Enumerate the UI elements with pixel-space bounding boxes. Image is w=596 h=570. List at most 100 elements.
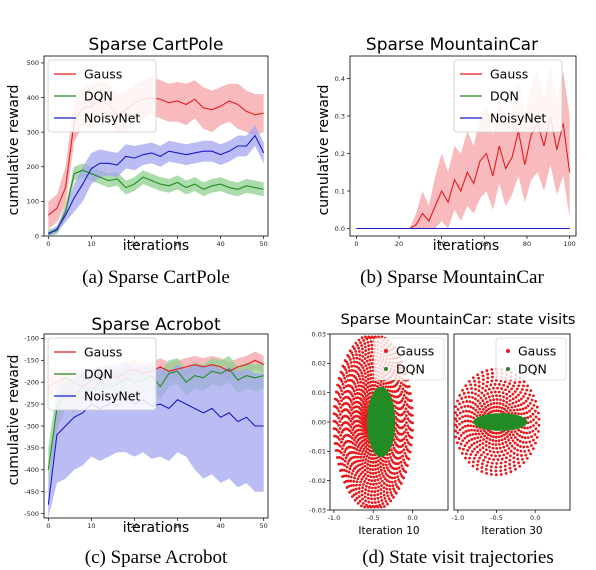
gauss-visit-point bbox=[501, 411, 505, 414]
gauss-visit-point bbox=[361, 366, 365, 370]
gauss-visit-point bbox=[340, 430, 344, 434]
gauss-visit-point bbox=[469, 419, 472, 423]
x-tick-label: 30 bbox=[173, 240, 181, 248]
gauss-visit-point bbox=[349, 479, 353, 483]
gauss-visit-point bbox=[406, 410, 410, 414]
gauss-visit-point bbox=[456, 399, 459, 403]
gauss-visit-point bbox=[532, 394, 535, 398]
gauss-visit-point bbox=[411, 428, 414, 432]
gauss-visit-point bbox=[514, 412, 517, 415]
gauss-visit-point bbox=[365, 454, 369, 458]
gauss-visit-point bbox=[494, 473, 498, 477]
gauss-visit-point bbox=[513, 381, 517, 385]
gauss-visit-point bbox=[363, 372, 367, 376]
gauss-visit-point bbox=[524, 441, 528, 444]
gauss-visit-point bbox=[481, 462, 484, 466]
gauss-visit-point bbox=[477, 432, 481, 436]
gauss-visit-point bbox=[401, 444, 405, 447]
gauss-visit-point bbox=[393, 441, 397, 444]
gauss-visit-point bbox=[363, 480, 367, 483]
gauss-visit-point bbox=[351, 422, 354, 426]
gauss-visit-point bbox=[366, 340, 370, 344]
gauss-visit-point bbox=[355, 360, 359, 364]
gauss-visit-point bbox=[532, 404, 536, 407]
gauss-visit-point bbox=[379, 461, 383, 465]
gauss-visit-point bbox=[516, 448, 519, 452]
gauss-visit-point bbox=[502, 395, 506, 399]
gauss-visit-point bbox=[519, 430, 523, 434]
gauss-visit-point bbox=[387, 385, 390, 389]
gauss-visit-point bbox=[514, 467, 517, 471]
gauss-visit-point bbox=[490, 410, 493, 414]
gauss-visit-point bbox=[368, 384, 372, 388]
gauss-visit-point bbox=[473, 447, 476, 451]
gauss-visit-point bbox=[395, 462, 398, 466]
gauss-visit-point bbox=[353, 347, 356, 351]
gauss-visit-point bbox=[528, 409, 531, 413]
gauss-visit-point bbox=[469, 453, 473, 456]
gauss-visit-point bbox=[362, 447, 366, 451]
gauss-visit-point bbox=[361, 411, 365, 415]
subplot-label: Iteration 30 bbox=[481, 525, 542, 537]
gauss-visit-point bbox=[482, 459, 486, 462]
gauss-visit-point bbox=[484, 389, 487, 393]
gauss-visit-point bbox=[526, 396, 530, 400]
gauss-visit-point bbox=[470, 437, 474, 441]
gauss-visit-point bbox=[517, 461, 520, 465]
gauss-visit-point bbox=[370, 479, 374, 483]
gauss-visit-point bbox=[402, 458, 405, 462]
gauss-visit-point bbox=[364, 457, 368, 461]
gauss-visit-point bbox=[388, 488, 392, 491]
gauss-visit-point bbox=[511, 401, 515, 405]
gauss-visit-point bbox=[518, 434, 522, 438]
gauss-visit-point bbox=[495, 431, 499, 435]
gauss-visit-point bbox=[373, 490, 377, 493]
legend-label: DQN bbox=[490, 89, 519, 104]
gauss-visit-point bbox=[355, 356, 359, 360]
gauss-visit-point bbox=[343, 376, 347, 380]
gauss-visit-point bbox=[509, 470, 513, 474]
gauss-visit-point bbox=[363, 468, 367, 472]
gauss-visit-point bbox=[464, 429, 468, 433]
gauss-visit-point bbox=[359, 504, 363, 508]
gauss-visit-point bbox=[519, 449, 523, 453]
gauss-visit-point bbox=[357, 452, 361, 456]
gauss-visit-point bbox=[497, 383, 501, 386]
gauss-visit-point bbox=[525, 411, 529, 415]
gauss-visit-point bbox=[501, 391, 505, 395]
gauss-visit-point bbox=[370, 457, 374, 460]
y-tick-label: 0.00 bbox=[312, 418, 326, 426]
gauss-visit-point bbox=[399, 460, 403, 464]
x-tick-label: 40 bbox=[216, 522, 224, 530]
gauss-visit-point bbox=[366, 381, 370, 385]
y-axis-label: cumulative reward bbox=[6, 355, 22, 486]
gauss-visit-point bbox=[357, 362, 361, 365]
gauss-visit-point bbox=[337, 376, 341, 380]
gauss-visit-point bbox=[358, 495, 361, 498]
gauss-visit-point bbox=[525, 457, 529, 460]
gauss-visit-point bbox=[401, 454, 405, 458]
gauss-visit-point bbox=[393, 489, 397, 493]
gauss-visit-point bbox=[385, 487, 389, 491]
gauss-visit-point bbox=[518, 380, 522, 384]
gauss-visit-point bbox=[484, 440, 488, 444]
gauss-visit-point bbox=[523, 436, 527, 440]
gauss-visit-point bbox=[522, 431, 526, 435]
gauss-visit-point bbox=[389, 455, 392, 459]
gauss-visit-point bbox=[518, 408, 522, 412]
gauss-visit-point bbox=[461, 426, 465, 430]
legend-label: DQN bbox=[84, 89, 113, 104]
gauss-visit-point bbox=[454, 435, 458, 439]
gauss-visit-point bbox=[361, 486, 365, 490]
gauss-visit-point bbox=[357, 350, 361, 353]
gauss-visit-point bbox=[371, 453, 375, 457]
gauss-visit-point bbox=[483, 429, 486, 433]
gauss-visit-point bbox=[356, 459, 360, 463]
gauss-visit-point bbox=[512, 451, 516, 455]
gauss-visit-point bbox=[363, 392, 367, 396]
gauss-visit-point bbox=[483, 411, 487, 415]
gauss-visit-point bbox=[343, 463, 346, 467]
gauss-visit-point bbox=[519, 403, 523, 407]
gauss-visit-point bbox=[359, 384, 363, 388]
gauss-visit-point bbox=[402, 403, 406, 407]
